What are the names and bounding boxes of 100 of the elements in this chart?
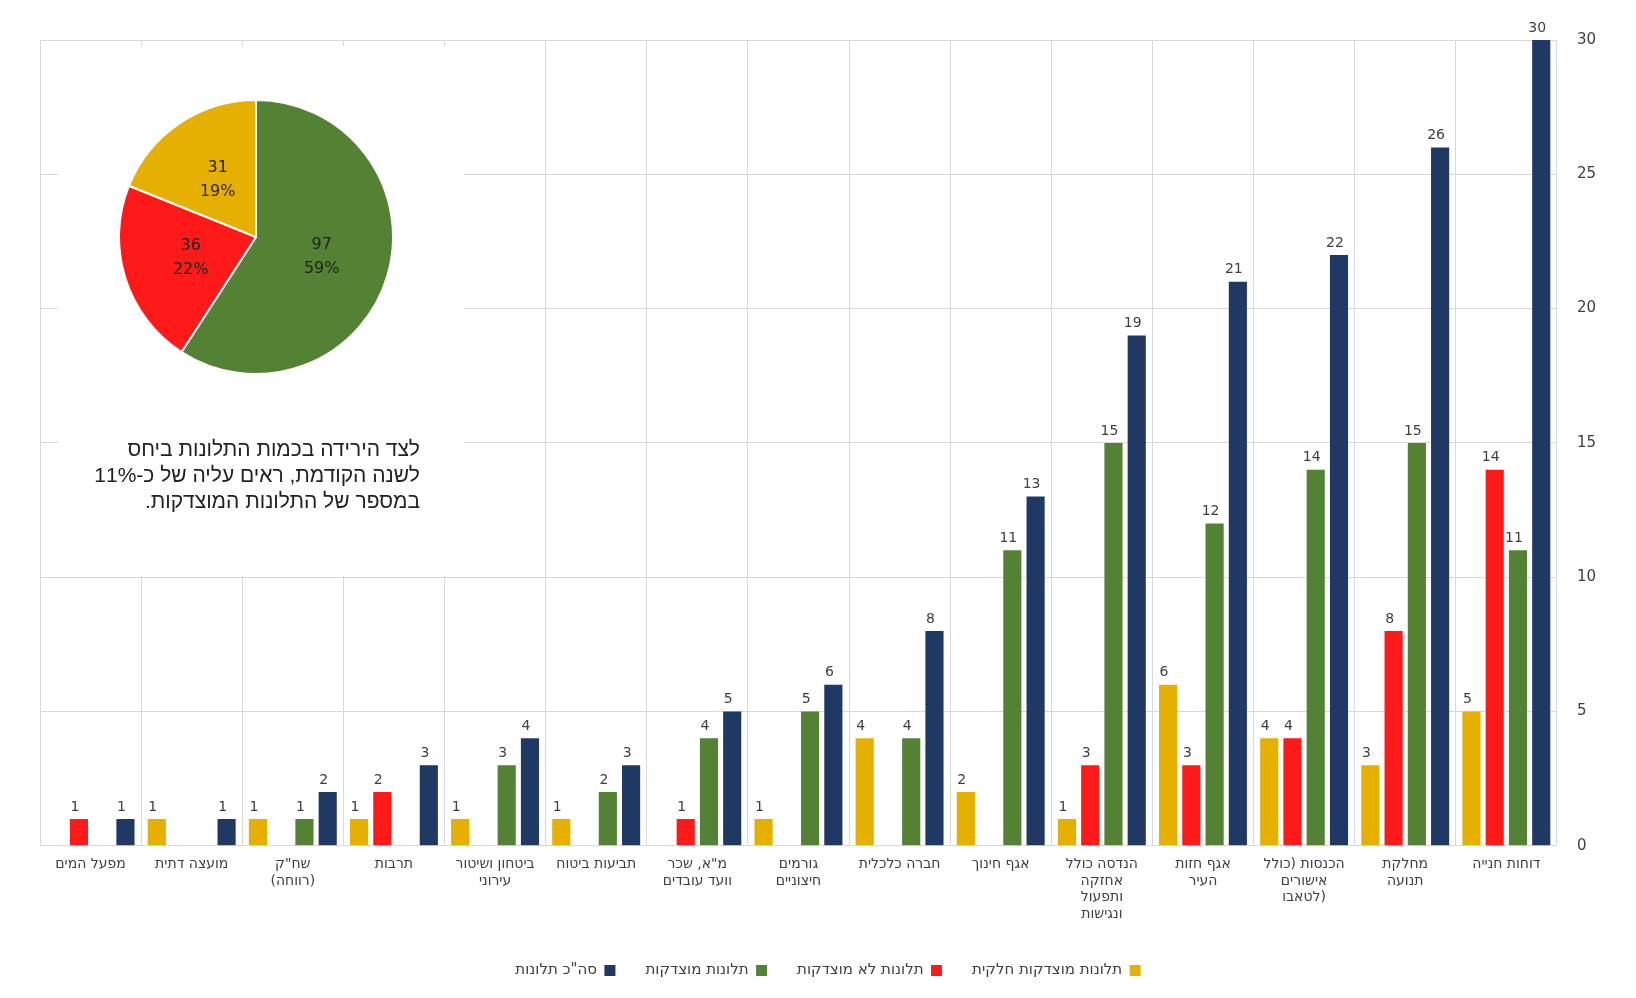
data-label: 4 (700, 717, 710, 733)
bar (723, 711, 742, 846)
bar (419, 765, 438, 846)
bar (1260, 738, 1279, 846)
x-tick-label: מחלקת תנועה (1382, 854, 1429, 888)
bar (1485, 469, 1504, 846)
bar (1384, 630, 1403, 846)
data-label: 1 (755, 797, 765, 814)
data-label: 5 (723, 690, 733, 707)
data-label: 2 (373, 770, 383, 787)
x-tick-label: תרבות (374, 854, 414, 871)
y-tick-label: 20 (1576, 298, 1597, 317)
data-label: 1 (1058, 797, 1068, 814)
bar (956, 792, 975, 846)
bar (520, 738, 540, 846)
y-tick-label: 5 (1576, 701, 1587, 720)
y-tick-label: 15 (1576, 432, 1597, 451)
bar (902, 738, 921, 846)
bar (598, 792, 617, 846)
y-tick-label: 10 (1576, 567, 1597, 586)
data-label: 4 (1284, 717, 1293, 733)
bar (373, 792, 392, 846)
data-label: 5 (801, 690, 811, 707)
y-tick-label: 25 (1576, 164, 1597, 183)
x-tick-label: מועצה דתית (155, 854, 229, 871)
legend-label: תלונות לא מוצדקות (797, 960, 924, 979)
data-label: 13 (1022, 475, 1041, 492)
bar (824, 684, 843, 846)
bar (1026, 496, 1045, 846)
data-label: 1 (552, 797, 562, 814)
data-label: 1 (451, 797, 461, 814)
x-tick-label: מפעל המים (55, 854, 126, 871)
data-label: 1 (116, 797, 126, 814)
x-tick-label: אגף חינוך (971, 854, 1030, 871)
bar (349, 818, 369, 846)
data-label: 6 (824, 663, 834, 680)
data-label: 4 (856, 717, 866, 733)
bar (1127, 335, 1146, 846)
legend-label: סה"כ תלונות (515, 960, 597, 979)
data-label: 15 (1100, 421, 1119, 438)
data-label: 3 (622, 743, 632, 760)
bar (1361, 765, 1380, 846)
bar (1081, 765, 1100, 846)
bar (855, 738, 874, 846)
data-label: 2 (319, 770, 329, 787)
data-label: 4 (1260, 717, 1270, 733)
bar (801, 711, 820, 846)
legend-label: תלונות מוצדקות חלקית (972, 960, 1123, 979)
data-label: 1 (218, 797, 228, 814)
data-label: 21 (1224, 260, 1243, 277)
data-label: 3 (498, 743, 508, 760)
x-tick-label: הכנסות (כולל אישורים לטאבו) (1263, 854, 1345, 905)
bar (1508, 550, 1528, 846)
bar (217, 818, 236, 846)
bar (1159, 684, 1178, 846)
bar (676, 818, 695, 846)
data-label: 12 (1201, 502, 1220, 519)
y-tick-label: 0 (1576, 835, 1587, 854)
data-label: 4 (521, 717, 531, 733)
bar (1431, 147, 1450, 846)
bar (147, 818, 166, 846)
bar (497, 765, 516, 846)
x-tick-label: תביעות ביטוח (556, 854, 637, 871)
bar (754, 818, 773, 846)
data-label: 2 (599, 770, 609, 787)
bar (248, 818, 267, 846)
data-label: 1 (148, 797, 158, 814)
data-label: 19 (1123, 314, 1142, 331)
data-label: 1 (350, 797, 360, 814)
bar (1104, 442, 1123, 846)
bar (451, 818, 470, 846)
bar (925, 630, 944, 846)
annotation: לצד הירידה בכמות התלונות ביחס לשנה הקודמת, ראים עליה של כ-11% במספר של התלונות המוצדקות. (93, 436, 420, 514)
x-tick-label: מ"א, שכר וועד עובדים (662, 854, 732, 888)
data-label: 3 (1361, 743, 1371, 760)
data-label: 97 59% (303, 233, 340, 277)
data-label: 4 (902, 717, 912, 733)
bar (69, 818, 89, 846)
bar (1228, 281, 1247, 846)
bar (622, 765, 641, 846)
data-label: 8 (1385, 609, 1395, 626)
bar (1306, 469, 1325, 846)
data-label: 31 19% (199, 157, 236, 201)
data-label: 26 (1427, 126, 1446, 143)
bar (1003, 550, 1022, 846)
x-tick-label: אגף חזות העיר (1175, 854, 1231, 888)
bar (295, 818, 314, 846)
x-tick-label: דוחות חנייה (1472, 854, 1541, 871)
legend-label: תלונות מוצדקות (645, 960, 749, 979)
bar (1182, 765, 1201, 846)
data-label: 14 (1302, 448, 1321, 465)
data-label: 8 (926, 609, 935, 626)
data-label: 5 (1463, 690, 1472, 707)
data-label: 36 22% (172, 234, 209, 278)
bar (1532, 40, 1551, 846)
data-label: 2 (957, 770, 967, 787)
x-tick-label: ביטחון ושיטור עירוני (455, 854, 535, 888)
data-label: 11 (999, 528, 1018, 545)
bar (699, 738, 719, 846)
bar (1407, 442, 1426, 846)
